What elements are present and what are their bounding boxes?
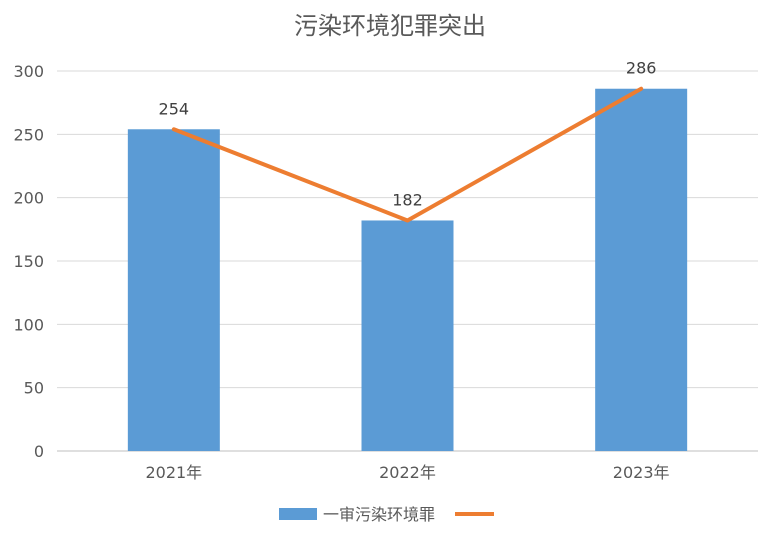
x-tick-label: 2023年 bbox=[613, 463, 670, 482]
data-label: 182 bbox=[392, 190, 423, 209]
y-tick-label: 200 bbox=[13, 189, 44, 208]
y-tick-label: 0 bbox=[34, 442, 44, 461]
y-tick-label: 300 bbox=[13, 62, 44, 81]
chart-title: 污染环境犯罪突出 bbox=[294, 12, 486, 40]
y-axis: 0 50 100 150 200 250 300 bbox=[13, 62, 44, 461]
y-tick-label: 50 bbox=[24, 379, 44, 398]
y-tick-label: 100 bbox=[13, 315, 44, 334]
x-tick-label: 2022年 bbox=[379, 463, 436, 482]
data-label: 254 bbox=[159, 99, 190, 118]
bars bbox=[127, 88, 688, 451]
line-series bbox=[171, 86, 644, 223]
x-axis: 2021年 2022年 2023年 bbox=[145, 463, 669, 482]
series-line bbox=[171, 86, 644, 223]
bar bbox=[127, 129, 220, 451]
bar bbox=[361, 220, 454, 451]
y-tick-label: 150 bbox=[13, 252, 44, 271]
legend-swatch-bar bbox=[279, 508, 317, 520]
x-tick-label: 2021年 bbox=[145, 463, 202, 482]
legend-label-bar: 一审污染环境罪 bbox=[323, 505, 435, 524]
legend: 一审污染环境罪 bbox=[279, 505, 494, 524]
bar bbox=[595, 88, 688, 451]
y-tick-label: 250 bbox=[13, 125, 44, 144]
data-labels: 254 182 286 bbox=[159, 59, 657, 210]
data-label: 286 bbox=[626, 59, 657, 78]
